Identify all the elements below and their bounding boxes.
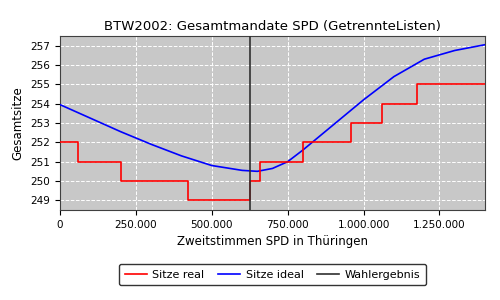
Sitze real: [184, 199, 190, 202]
Line: Sitze real: Sitze real: [60, 84, 485, 200]
Sitze ideal: [391, 75, 397, 78]
Sitze real: [118, 160, 124, 164]
Sitze ideal: [118, 130, 124, 134]
Sitze ideal: [88, 116, 94, 120]
Sitze ideal: [300, 148, 306, 152]
Sitze real: [482, 82, 488, 86]
Sitze real: [206, 199, 212, 202]
Sitze real: [57, 140, 63, 144]
Sitze real: [278, 160, 284, 164]
Sitze real: [440, 82, 446, 86]
Sitze real: [379, 102, 385, 106]
Sitze ideal: [422, 57, 428, 61]
Sitze real: [321, 140, 327, 144]
Legend: Sitze real, Sitze ideal, Wahlergebnis: Sitze real, Sitze ideal, Wahlergebnis: [119, 264, 426, 285]
Sitze real: [246, 199, 252, 202]
Sitze real: [258, 179, 264, 183]
Sitze ideal: [209, 164, 215, 167]
Sitze real: [258, 160, 264, 164]
Sitze ideal: [360, 98, 366, 102]
Sitze real: [236, 199, 242, 202]
Sitze real: [246, 179, 252, 183]
Sitze real: [440, 82, 446, 86]
Sitze ideal: [178, 154, 184, 158]
Sitze ideal: [270, 167, 276, 170]
X-axis label: Zweitstimmen SPD in Thüringen: Zweitstimmen SPD in Thüringen: [177, 235, 368, 248]
Sitze real: [348, 121, 354, 125]
Sitze real: [300, 140, 306, 144]
Sitze ideal: [239, 169, 245, 172]
Sitze real: [118, 179, 124, 183]
Sitze ideal: [482, 43, 488, 46]
Line: Sitze ideal: Sitze ideal: [60, 45, 485, 171]
Sitze real: [236, 199, 242, 202]
Sitze ideal: [148, 142, 154, 146]
Sitze real: [414, 102, 420, 106]
Sitze ideal: [284, 160, 290, 164]
Sitze real: [414, 82, 420, 86]
Sitze ideal: [452, 49, 458, 52]
Sitze real: [75, 140, 81, 144]
Sitze real: [278, 160, 284, 164]
Sitze real: [379, 121, 385, 125]
Sitze real: [206, 199, 212, 202]
Sitze real: [75, 160, 81, 164]
Sitze real: [300, 160, 306, 164]
Title: BTW2002: Gesamtmandate SPD (GetrennteListen): BTW2002: Gesamtmandate SPD (GetrennteLis…: [104, 20, 441, 33]
Sitze ideal: [57, 103, 63, 106]
Sitze ideal: [254, 169, 260, 173]
Sitze real: [321, 140, 327, 144]
Sitze real: [184, 179, 190, 183]
Sitze real: [348, 140, 354, 144]
Sitze ideal: [330, 123, 336, 127]
Y-axis label: Gesamtsitze: Gesamtsitze: [12, 86, 25, 160]
